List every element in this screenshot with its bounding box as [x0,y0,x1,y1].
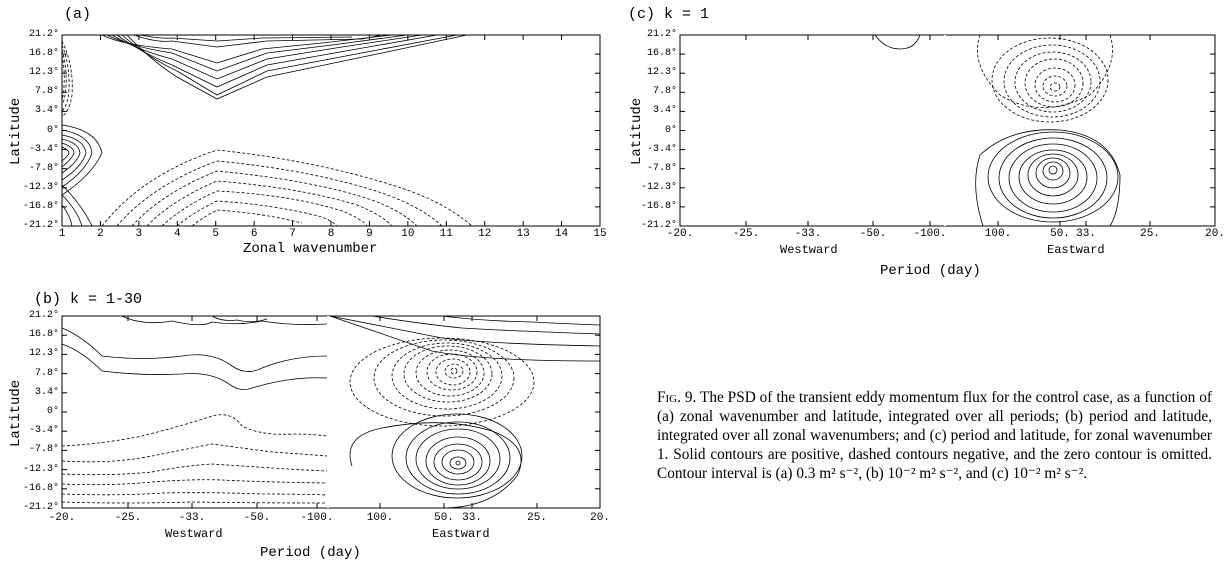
panel-c-ytick-label: 0° [664,124,677,136]
panel-a-ytick-label: -3.4° [28,143,59,155]
panel-c-xtick-label: 33. [1076,228,1096,240]
panel-b-xtick-label: -50. [243,512,271,524]
panel-b-contours-lower-dashed [61,414,328,504]
panel-c-xtick-label: 50. [1050,228,1070,240]
panel-a-xtick-label: 3 [135,228,143,240]
panel-b-ytick-label: 7.8° [34,367,59,379]
panel-c-xtick-label: 25. [1140,228,1160,240]
panel-b-xlabel: Period (day) [260,545,361,561]
panel-a-xtick-label: 13 [516,228,530,240]
panel-a-ytick-label: -21.2° [22,220,59,231]
panel-b-xtick-label: -25. [114,512,142,524]
figure-caption: Fig. 9. The PSD of the transient eddy mo… [657,388,1212,483]
panel-c-ytick-label: 16.8° [646,48,677,60]
panel-a-contours-left-dashed [61,40,73,118]
panel-b-xtick-label: -100. [300,512,334,524]
panel-c-ytick-label: -3.4° [646,143,677,155]
panel-b-ytick-label: 0° [46,406,59,417]
panel-b-contours-lower-solid [349,413,523,509]
panel-b-ytick-label: -3.4° [28,425,59,437]
panel-b-ytick-label: 21.2° [28,310,59,321]
panel-b-xtick-label: 25. [527,512,547,524]
panel-b-westward: Westward [165,527,223,541]
panel-c-xtick-label: -20. [666,228,694,240]
panel-a-ytick-label: -16.8° [22,200,59,212]
panel-c-ytick-label: -7.8° [646,162,677,174]
panel-c-contours-upper-dashed [977,34,1113,123]
panel-c-ytick-label: 7.8° [652,86,677,98]
panel-c-xlabel: Period (day) [880,263,981,279]
panel-b-xtick-label: 50. [434,512,454,524]
panel-a-ytick-label: 7.8° [34,86,59,98]
caption-fig-number: Fig. 9. [657,389,697,406]
panel-c-label: (c) k = 1 [628,6,710,23]
panel-a-xtick-label: 1 [58,228,66,240]
panel-a-label: (a) [64,6,92,23]
panel-a-contours-bottom-dashed [101,149,473,227]
panel-b-ytick-label: 3.4° [34,386,59,398]
panel-b-xtick-label: -33. [178,512,206,524]
panel-a-xtick-label: 12 [478,228,492,240]
panel-c-ytick-label: -21.2° [640,220,677,231]
panel-c-xtick-label: -33. [794,228,822,240]
panel-a-ytick-label: 21.2° [28,29,59,40]
panel-c-xtick-label: -50. [859,228,887,240]
panel-b-ytick-label: -7.8° [28,444,59,456]
panel-a-xtick-label: 9 [366,228,373,240]
panel-a-xtick-label: 6 [250,228,258,240]
panel-a-contours-left-solid [61,124,103,227]
panel-c-ytick-label: 21.2° [646,29,677,40]
panel-a-ytick-label: -7.8° [28,162,59,174]
panel-a-xtick-label: 8 [327,228,335,240]
panel-b-contours-upper-dashed [349,337,535,427]
panel-a-contours-top-solid [101,34,468,100]
panel-a-ytick-label: -12.3° [22,181,59,193]
panel-b-ytick-label: 16.8° [28,329,59,341]
panel-a-xtick-label: 2 [97,228,104,240]
panel-b-xtick-label: 33. [462,512,482,524]
panel-b-xtick-label: 20. [590,512,610,524]
caption-text: The PSD of the transient eddy momentum f… [657,389,1212,482]
panel-c-westward: Westward [780,243,838,257]
panel-a-xtick-label: 14 [554,228,569,240]
panel-b-plot [61,315,601,509]
panel-a-xtick-label: 10 [401,228,415,240]
panel-c-frame [679,34,1216,227]
panel-c-xtick-label: 20. [1205,228,1225,240]
panel-a-xtick-label: 15 [593,228,607,240]
panel-a-xtick-label: 5 [212,228,219,240]
panel-a-ytick-label: 0° [46,124,59,136]
panel-b-frame [61,315,601,509]
panel-c-xtick-label: 100. [984,228,1012,240]
panel-b-ytick-label: -21.2° [22,502,59,513]
panel-c-ytick-label: 3.4° [652,105,677,117]
panel-c-contours-top-solid [874,34,921,50]
panel-b-contours-top-solid [61,315,601,390]
panel-b-xtick-label: 100. [366,512,394,524]
panel-c-contours-lower-solid [975,129,1121,227]
panel-b-ytick-label: 12.3° [28,348,59,360]
panel-c-eastward: Eastward [1047,243,1105,257]
panel-c-ytick-label: -12.3° [640,181,677,193]
panel-c-xtick-label: -100. [913,228,947,240]
panel-a-xtick-label: 7 [289,228,296,240]
panel-a-ytick-label: 12.3° [28,67,59,79]
panel-b-ytick-label: -12.3° [22,463,59,475]
panel-b-ytick-label: -16.8° [22,482,59,494]
panel-c-ytick-label: 12.3° [646,67,677,79]
panel-b-label: (b) k = 1-30 [34,291,143,308]
panel-a-xtick-label: 4 [173,228,181,240]
panel-a-plot [61,34,601,227]
panel-b-xtick-label: -20. [48,512,76,524]
panel-a-xtick-label: 11 [439,228,453,240]
panel-c-xtick-label: -25. [732,228,760,240]
panel-a-ytick-label: 16.8° [28,48,59,60]
panel-a-xlabel: Zonal wavenumber [243,241,378,257]
panel-a-ytick-label: 3.4° [34,105,59,117]
panel-b-eastward: Eastward [432,527,490,541]
panel-c-ytick-label: -16.8° [640,200,677,212]
panel-c-plot [679,34,1216,227]
